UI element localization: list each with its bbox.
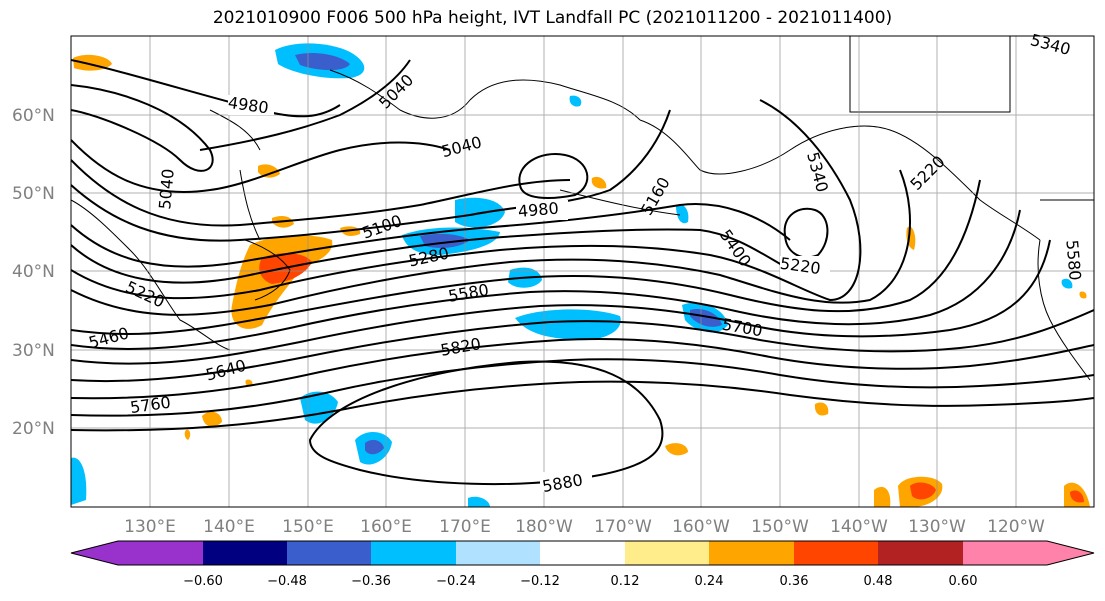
ivt-positive-patch — [874, 486, 891, 507]
colorbar-tick-label: 0.36 — [780, 574, 809, 589]
contour-5880 — [308, 360, 664, 486]
ivt-negative-patch — [71, 457, 87, 505]
ivt-negative-patch — [468, 496, 490, 507]
contour-5700 — [71, 338, 1094, 400]
ivt-positive-core — [1070, 490, 1084, 503]
colorbar-tick-label: 0.48 — [864, 574, 893, 589]
contour-5640 — [71, 309, 1094, 383]
lon-label: 170°E — [439, 517, 491, 537]
lon-label: 140°W — [830, 517, 888, 537]
longitude-labels: 130°E 140°E 150°E 160°E 170°E 180°W 170°… — [124, 517, 1045, 537]
colorbar-swatch — [625, 541, 709, 565]
colorbar-swatch — [709, 541, 794, 565]
contour-5400 — [71, 169, 911, 316]
contour-5580 — [71, 239, 1051, 365]
ivt-negative-core — [365, 439, 384, 455]
latitude-labels: 60°N 50°N 40°N 30°N 20°N — [12, 106, 55, 439]
map-frame — [70, 35, 1095, 508]
contour-5460 — [71, 179, 981, 336]
lon-label: 140°E — [203, 517, 255, 537]
colorbar-tick-label: −0.12 — [520, 574, 560, 589]
colorbar-tick-label: 0.60 — [949, 574, 978, 589]
ivt-positive-patch — [665, 443, 688, 456]
contour-low-4980 — [518, 153, 589, 199]
colorbar-tick-label: −0.36 — [351, 574, 391, 589]
contour-label: 5040 — [155, 168, 177, 210]
colorbar-tick-label: −0.60 — [183, 574, 223, 589]
colorbar-swatch — [71, 541, 203, 565]
ivt-negative-core — [690, 309, 722, 327]
colorbar-tick-label: 0.12 — [611, 574, 640, 589]
ivt-positive-patch — [591, 176, 607, 189]
ivt-negative-patch — [515, 309, 621, 341]
colorbar-outline — [70, 540, 1095, 566]
lon-label: 170°W — [594, 517, 652, 537]
colorbar-tick-label: −0.24 — [436, 574, 476, 589]
ivt-negative-core — [295, 53, 350, 71]
lon-label: 160°E — [360, 517, 412, 537]
ivt-negative-patch — [1061, 278, 1073, 289]
lat-label: 40°N — [12, 262, 55, 282]
ivt-negative-patch — [569, 95, 582, 107]
contour-5280 — [71, 228, 801, 284]
contour-5040-b — [199, 59, 411, 151]
contour-label: 5580 — [1062, 239, 1084, 281]
colorbar-swatch — [287, 541, 371, 565]
namerica-coast — [1037, 239, 1091, 381]
colorbar-tick-label: −0.48 — [267, 574, 307, 589]
contour-label: 4980 — [517, 198, 559, 220]
coastlines — [71, 36, 1094, 381]
map-title: 2021010900 F006 500 hPa height, IVT Land… — [212, 8, 893, 28]
colorbar-swatch — [878, 541, 963, 565]
lat-label: 50°N — [12, 184, 55, 204]
ivt-positive-patch — [814, 402, 829, 416]
ivt-positive-patch — [202, 411, 222, 427]
lon-label: 150°E — [282, 517, 334, 537]
contour-5040-a — [71, 84, 214, 172]
lon-label: 120°W — [987, 517, 1045, 537]
colorbar-swatch — [203, 541, 287, 565]
colorbar-swatch — [456, 541, 540, 565]
border — [849, 36, 1011, 113]
lat-label: 20°N — [12, 419, 55, 439]
lon-label: 130°E — [124, 517, 176, 537]
lat-label: 60°N — [12, 106, 55, 126]
contour-high-5220 — [783, 207, 829, 259]
ivt-positive-patch — [258, 164, 280, 178]
contour-5340 — [71, 99, 862, 302]
japan-coast — [244, 239, 291, 301]
colorbar-ticks: −0.60 −0.48 −0.36 −0.24 −0.12 0.12 0.24 … — [183, 574, 977, 589]
ivt-positive-core — [910, 482, 936, 500]
contour-5160 — [71, 109, 671, 242]
siberia-coast — [329, 69, 641, 121]
contour-5820 — [71, 380, 1094, 432]
ivt-positive-patch — [1079, 291, 1087, 299]
lon-label: 150°W — [751, 517, 809, 537]
height-contours — [71, 59, 1094, 486]
colorbar — [70, 540, 1095, 566]
colorbar-swatch — [371, 541, 456, 565]
lon-label: 130°W — [908, 517, 966, 537]
contour-5220 — [71, 203, 791, 268]
lon-label: 180°W — [515, 517, 573, 537]
contour-5040-c — [71, 139, 451, 193]
ivt-positive-patch — [184, 429, 191, 440]
contour-5760 — [71, 358, 1094, 417]
contour-5100 — [71, 159, 571, 227]
colorbar-swatch — [963, 541, 1094, 565]
colorbar-tick-label: 0.24 — [695, 574, 724, 589]
colorbar-swatch — [540, 541, 625, 565]
colorbar-swatch — [794, 541, 878, 565]
ivt-negative-patch — [676, 204, 689, 224]
lat-label: 30°N — [12, 341, 55, 361]
lon-label: 160°W — [672, 517, 730, 537]
contour-5520 — [71, 209, 1021, 350]
alaska-coast — [639, 119, 1041, 241]
